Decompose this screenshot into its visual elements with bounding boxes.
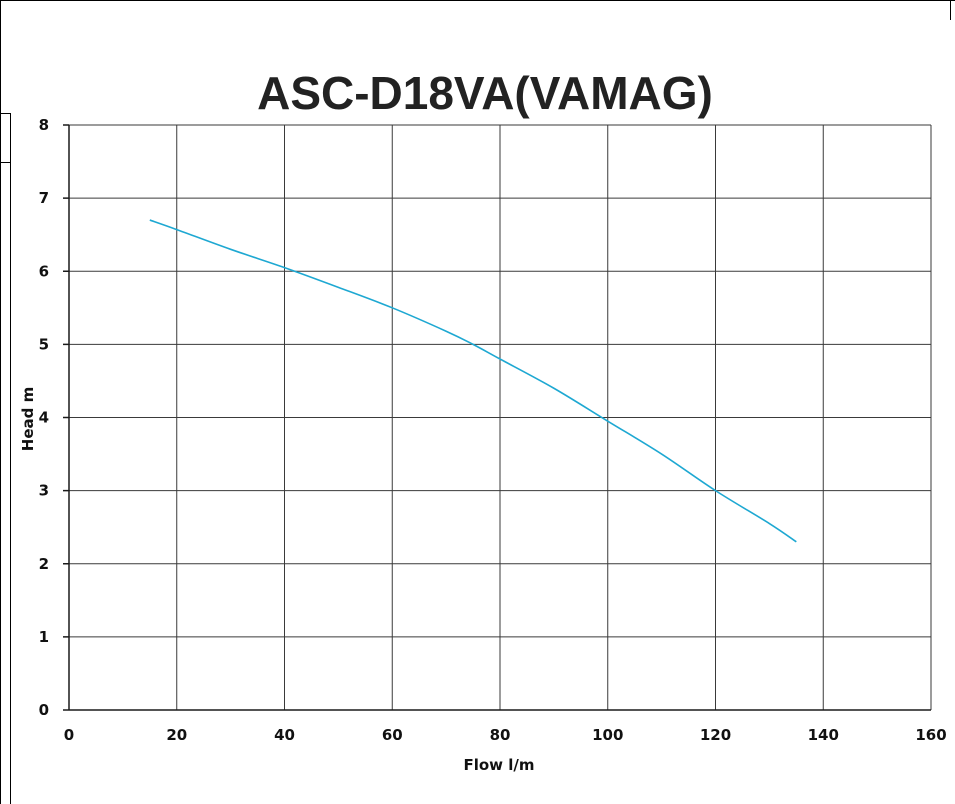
x-tick-label: 160	[915, 726, 946, 744]
y-tick-label: 7	[39, 189, 49, 207]
x-tick-label: 0	[64, 726, 74, 744]
left-border	[0, 0, 1, 804]
x-tick-label: 140	[808, 726, 839, 744]
y-tick-label: 5	[39, 335, 49, 353]
series-layer	[149, 219, 797, 543]
x-tick-label: 120	[700, 726, 731, 744]
chart-title: ASC-D18VA(VAMAG)	[257, 67, 713, 119]
x-axis-label: Flow l/m	[463, 756, 534, 774]
x-tick-label: 60	[382, 726, 403, 744]
inner-left-border	[10, 113, 11, 804]
left-tab-line-lower	[0, 162, 10, 163]
y-tick-label: 2	[39, 555, 49, 573]
y-tick-label: 1	[39, 628, 49, 646]
x-tick-label: 40	[274, 726, 295, 744]
grid-lines	[69, 124, 932, 710]
left-tab-line-upper	[0, 113, 10, 114]
right-border	[950, 0, 951, 20]
head-flow-curve	[149, 219, 797, 543]
y-tick-label: 4	[39, 409, 49, 427]
x-tick-label: 80	[490, 726, 511, 744]
axes	[63, 124, 931, 711]
x-tick-label: 100	[592, 726, 623, 744]
y-tick-label: 3	[39, 482, 49, 500]
tick-labels: 0 20 40 60 80 100 120 140 160 0 1 2 3 4 5 6 7 8	[39, 116, 947, 744]
x-tick-label: 20	[166, 726, 187, 744]
y-tick-label: 0	[39, 701, 49, 719]
y-tick-label: 6	[39, 262, 49, 280]
y-tick-label: 8	[39, 116, 49, 134]
top-border	[0, 0, 955, 1]
y-axis-label: Head m	[19, 387, 37, 451]
